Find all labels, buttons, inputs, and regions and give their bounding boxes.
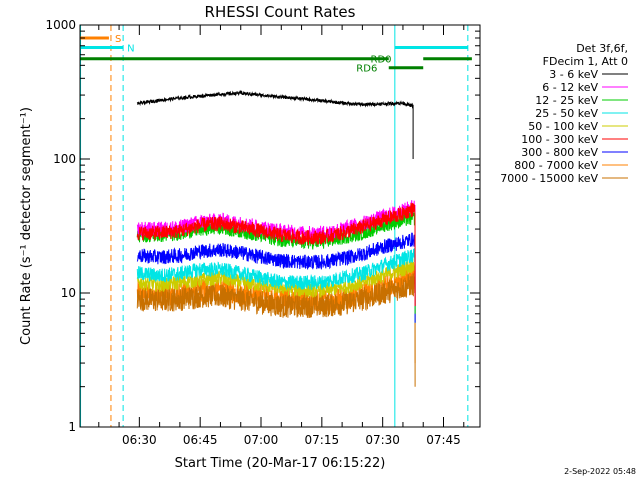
generation-timestamp: 2-Sep-2022 05:48 [564,467,636,476]
x-tick-label: 07:15 [305,433,340,447]
y-tick-label: 1 [68,420,76,434]
chart-title: RHESSI Count Rates [205,3,356,21]
flag-label: N [127,43,134,54]
y-tick-label: 10 [61,286,76,300]
y-tick-label: 100 [53,152,76,166]
legend-label: 300 - 800 keV [521,146,598,159]
flag-label: RD0 [371,55,392,66]
series-line [136,232,416,323]
legend-label: 7000 - 15000 keV [500,172,598,185]
plot-frame [79,24,481,428]
series-line [136,202,416,307]
legend-header-line-1: Det 3f,6f, [576,42,628,55]
x-tick-label: 06:45 [183,433,218,447]
legend-label: 25 - 50 keV [535,107,598,120]
x-tick-label: 07:45 [426,433,461,447]
x-axis-label: Start Time (20-Mar-17 06:15:22) [175,456,386,471]
axes: 1 10 100 1000 06:30 06:45 07:00 07:15 07:30 07:45 [45,18,480,447]
x-tick-label: 07:00 [244,433,279,447]
y-axis-label: Count Rate (s⁻¹ detector segment⁻¹) [19,107,34,345]
legend-label: 800 - 7000 keV [514,159,598,172]
flag-label: S [115,34,121,45]
legend-header-line-2: FDecim 1, Att 0 [543,55,628,68]
legend-label: 3 - 6 keV [549,68,598,81]
x-tick-label: 06:30 [122,433,157,447]
series-line [136,89,414,159]
series-line [136,248,416,323]
legend-label: 50 - 100 keV [528,120,598,133]
series-line [136,258,416,323]
x-tick-label: 07:30 [365,433,400,447]
y-tick-label: 1000 [45,18,76,32]
legend-label: 6 - 12 keV [542,81,598,94]
legend-label: 12 - 25 keV [535,94,598,107]
series-line [136,273,416,387]
flag-label: RD6 [356,64,377,75]
legend-label: 100 - 300 keV [521,133,598,146]
